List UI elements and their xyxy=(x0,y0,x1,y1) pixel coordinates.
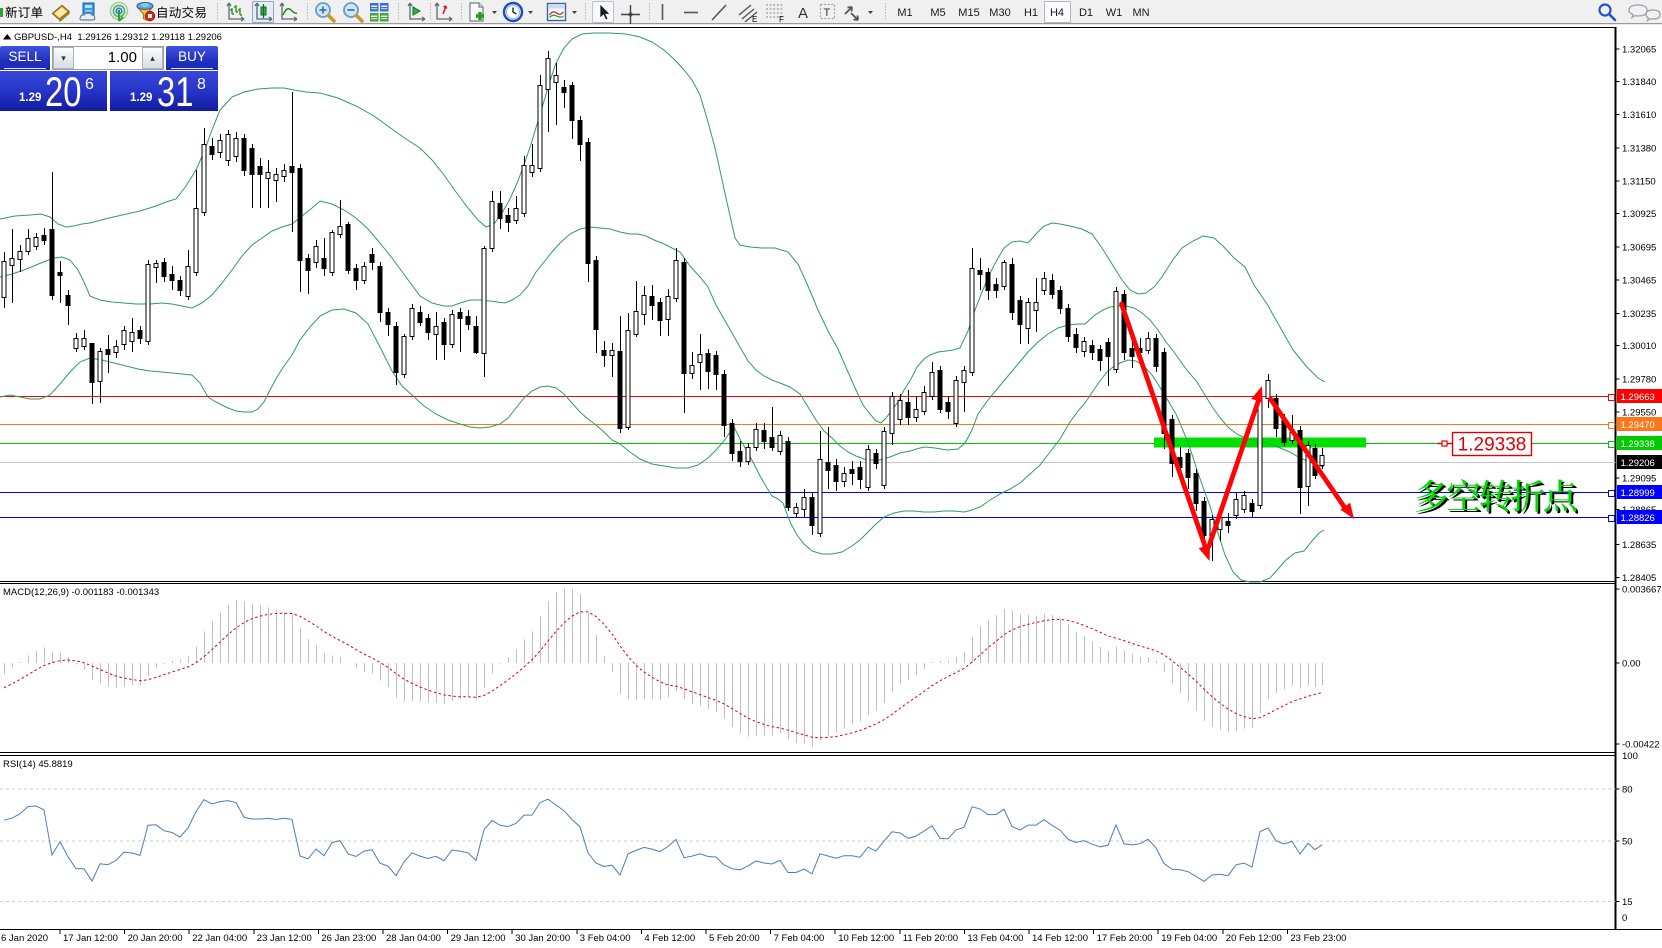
svg-text:17 Jan 12:00: 17 Jan 12:00 xyxy=(63,933,118,944)
svg-text:1.28635: 1.28635 xyxy=(1622,540,1656,551)
svg-text:1.30010: 1.30010 xyxy=(1622,341,1656,352)
svg-text:M1: M1 xyxy=(897,7,912,19)
svg-text:1.29338: 1.29338 xyxy=(1621,439,1655,450)
svg-text:13 Feb 04:00: 13 Feb 04:00 xyxy=(967,933,1023,944)
svg-text:T: T xyxy=(824,7,831,19)
svg-text:MN: MN xyxy=(1132,7,1149,19)
svg-text:M30: M30 xyxy=(989,7,1010,19)
svg-text:E: E xyxy=(752,15,757,24)
svg-text:20 Jan 20:00: 20 Jan 20:00 xyxy=(128,933,183,944)
svg-text:26 Jan 23:00: 26 Jan 23:00 xyxy=(321,933,376,944)
svg-text:1.30925: 1.30925 xyxy=(1622,209,1656,220)
svg-text:50: 50 xyxy=(1622,837,1633,848)
svg-text:1.30695: 1.30695 xyxy=(1622,242,1656,253)
svg-text:M5: M5 xyxy=(930,7,945,19)
svg-text:5 Feb 20:00: 5 Feb 20:00 xyxy=(709,933,760,944)
svg-text:20 Feb 12:00: 20 Feb 12:00 xyxy=(1226,933,1282,944)
svg-text:0: 0 xyxy=(1622,913,1627,924)
svg-text:22 Jan 04:00: 22 Jan 04:00 xyxy=(192,933,247,944)
svg-text:A: A xyxy=(798,5,808,22)
svg-text:19 Feb 04:00: 19 Feb 04:00 xyxy=(1161,933,1217,944)
svg-text:3 Feb 04:00: 3 Feb 04:00 xyxy=(580,933,631,944)
svg-text:RSI(14) 45.8819: RSI(14) 45.8819 xyxy=(3,759,73,770)
svg-text:10 Feb 12:00: 10 Feb 12:00 xyxy=(838,933,894,944)
svg-text:1.30465: 1.30465 xyxy=(1622,276,1656,287)
svg-text:30 Jan 20:00: 30 Jan 20:00 xyxy=(515,933,570,944)
svg-text:4 Feb 12:00: 4 Feb 12:00 xyxy=(644,933,695,944)
svg-text:14 Feb 12:00: 14 Feb 12:00 xyxy=(1032,933,1088,944)
svg-text:D1: D1 xyxy=(1079,7,1093,19)
svg-text:1.31380: 1.31380 xyxy=(1622,143,1656,154)
svg-text:23 Jan 12:00: 23 Jan 12:00 xyxy=(257,933,312,944)
svg-text:1.28999: 1.28999 xyxy=(1621,488,1655,499)
svg-text:17 Feb 20:00: 17 Feb 20:00 xyxy=(1097,933,1153,944)
svg-text:0.00: 0.00 xyxy=(1622,659,1641,670)
svg-text:7 Feb 04:00: 7 Feb 04:00 xyxy=(774,933,825,944)
svg-text:29 Jan 12:00: 29 Jan 12:00 xyxy=(451,933,506,944)
svg-text:100: 100 xyxy=(1622,751,1638,762)
svg-text:6 Jan 2020: 6 Jan 2020 xyxy=(1,933,48,944)
svg-text:11 Feb 20:00: 11 Feb 20:00 xyxy=(903,933,958,944)
svg-text:1.28826: 1.28826 xyxy=(1621,513,1655,524)
svg-text:H4: H4 xyxy=(1050,7,1064,19)
svg-text:F: F xyxy=(779,15,784,24)
svg-text:80: 80 xyxy=(1622,785,1633,796)
svg-text:15: 15 xyxy=(1622,897,1633,908)
svg-text:MACD(12,26,9) -0.001183 -0.001: MACD(12,26,9) -0.001183 -0.001343 xyxy=(3,587,159,598)
svg-text:1.28405: 1.28405 xyxy=(1622,573,1656,584)
svg-text:23 Feb 23:00: 23 Feb 23:00 xyxy=(1290,933,1346,944)
svg-text:1.29663: 1.29663 xyxy=(1621,392,1655,403)
svg-text:1.31840: 1.31840 xyxy=(1622,77,1656,88)
svg-text:-0.00422: -0.00422 xyxy=(1622,740,1660,751)
svg-text:1.29470: 1.29470 xyxy=(1621,420,1655,431)
svg-text:1.29206: 1.29206 xyxy=(1621,458,1655,469)
svg-text:1.32065: 1.32065 xyxy=(1622,45,1656,56)
svg-text:1.29550: 1.29550 xyxy=(1622,408,1656,419)
svg-text:GBPUSD-,H4 1.29126 1.29312 1.: GBPUSD-,H4 1.29126 1.29312 1.29118 1.292… xyxy=(14,32,222,43)
svg-text:1.29338: 1.29338 xyxy=(1458,435,1527,456)
svg-text:1.29780: 1.29780 xyxy=(1622,374,1656,385)
svg-text:1.29095: 1.29095 xyxy=(1622,473,1656,484)
svg-text:H1: H1 xyxy=(1024,7,1038,19)
svg-text:W1: W1 xyxy=(1106,7,1123,19)
svg-text:1.31610: 1.31610 xyxy=(1622,110,1656,121)
svg-text:1.30235: 1.30235 xyxy=(1622,309,1656,320)
svg-text:M15: M15 xyxy=(958,7,979,19)
svg-text:28 Jan 04:00: 28 Jan 04:00 xyxy=(386,933,441,944)
svg-text:0.003667: 0.003667 xyxy=(1622,585,1662,596)
svg-text:1.31150: 1.31150 xyxy=(1622,177,1656,188)
